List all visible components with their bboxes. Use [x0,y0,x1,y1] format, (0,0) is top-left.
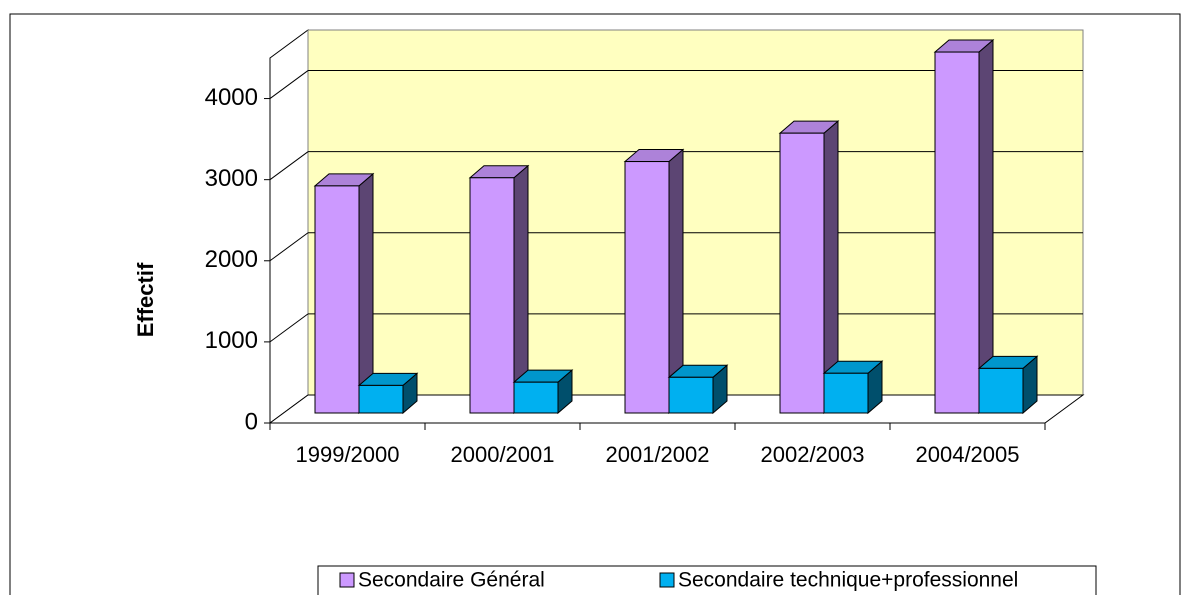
x-tick-label: 1999/2000 [296,442,400,467]
legend-label: Secondaire Général [358,569,545,592]
x-tick-label: 2001/2002 [606,442,710,467]
bar [624,161,670,414]
x-tick-label: 2000/2001 [451,442,555,467]
bar [358,384,404,414]
bar [823,372,869,414]
bar-side [978,38,994,415]
legend [317,565,1097,595]
bar [314,185,360,414]
grid-line [269,151,309,181]
bar [668,376,714,414]
bar [978,367,1024,414]
y-tick-label: 4000 [205,84,258,111]
bar [469,177,515,414]
grid-line [269,70,309,99]
side-wall [269,29,309,424]
x-tick-label: 2004/2005 [916,442,1020,467]
bar [934,51,980,414]
legend-swatch [339,572,355,588]
bar [513,381,559,414]
legend-label: Secondaire technique+professionnel [678,569,1018,592]
y-tick-label: 1000 [205,327,258,354]
y-tick-label: 0 [245,408,258,435]
y-axis-label: Effectif [133,262,158,337]
y-tick-label: 3000 [205,165,258,192]
grid-line [269,232,309,262]
bar [779,132,825,414]
grid-line [269,313,309,343]
y-tick-label: 2000 [205,246,258,273]
x-tick-label: 2002/2003 [761,442,865,467]
legend-swatch [659,572,675,588]
